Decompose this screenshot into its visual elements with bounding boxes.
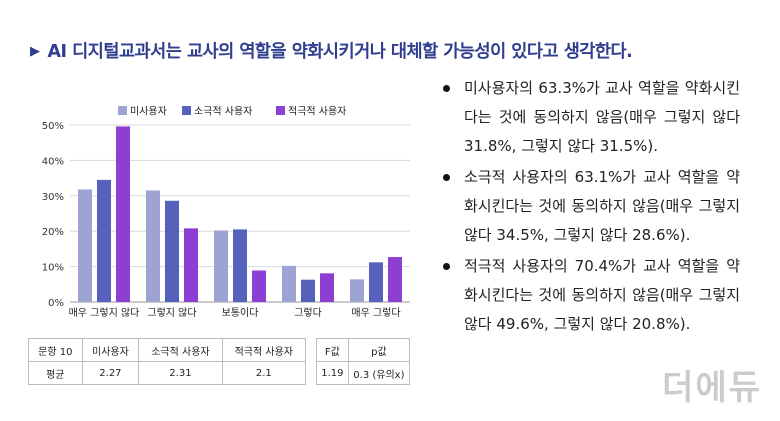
table-cell: 2.27 [81,361,140,385]
anova-table: F값 p값 1.19 0.3 (유의x) [316,338,411,385]
y-tick-label: 10% [42,263,64,274]
bar [252,270,266,302]
y-tick-label: 20% [42,227,64,238]
legend-label: 적극적 사용자 [288,106,346,118]
legend-swatch [276,106,285,115]
y-tick-label: 30% [42,192,64,203]
mean-table: 문항 10 미사용자 소극적 사용자 적극적 사용자 평균 2.27 2.31 … [28,338,307,385]
bar [184,228,198,302]
bullet-item: 적극적 사용자의 70.4%가 교사 역할을 약화시킨다는 것에 동의하지 않음… [440,252,740,339]
x-tick-label: 그렇지 않다 [147,306,196,319]
bar [78,189,92,302]
bar [369,262,383,302]
x-tick-label: 매우 그렇지 않다 [69,306,140,319]
legend-label: 소극적 사용자 [194,106,252,118]
bar [350,279,364,302]
table-cell: 0.3 (유의x) [347,361,411,385]
table-cell: 2.31 [138,361,223,385]
bar [116,126,130,302]
legend-label: 미사용자 [130,106,167,118]
bullet-text: 적극적 사용자의 70.4%가 교사 역할을 약화시킨다는 것에 동의하지 않음… [464,257,740,333]
y-tick-label: 40% [42,156,64,167]
bullet-item: 소극적 사용자의 63.1%가 교사 역할을 약화시킨다는 것에 동의하지 않음… [440,163,740,250]
table-header-row: F값 p값 [316,338,411,362]
table-cell: 2.1 [221,361,307,385]
watermark-logo: 더에듀 [662,368,762,408]
x-tick-label: 보통이다 [222,307,259,319]
table-header-cell: 소극적 사용자 [138,338,223,362]
bar [282,265,296,302]
bullet-dot-icon [443,174,450,181]
bar [320,273,334,302]
table-cell: 평균 [28,361,83,385]
table-header-cell: 미사용자 [81,338,140,362]
table-row: 1.19 0.3 (유의x) [316,361,411,385]
bar [165,200,179,302]
title-text: AI 디지털교과서는 교사의 역할을 약화시키거나 대체할 가능성이 있다고 생… [47,42,633,62]
legend-swatch [118,106,127,115]
bar [97,179,111,302]
bar [214,230,228,302]
bar-chart: 0% 10% 20% 30% 40% 50% 매우 그렇지 않다 그렇지 않다 보통이다 그렇다 매… [42,106,410,319]
bar [388,257,402,302]
page-title: ▶ AI 디지털교과서는 교사의 역할을 약화시키거나 대체할 가능성이 있다고 … [30,38,633,63]
y-tick-label: 50% [42,121,64,132]
table-cell: 1.19 [316,361,349,385]
y-tick-label: 0% [48,298,64,309]
bar [146,190,160,302]
bar [301,279,315,302]
bullet-dot-icon [443,263,450,270]
table-header-cell: p값 [347,338,411,362]
title-marker-icon: ▶ [30,44,40,59]
x-tick-label: 그렇다 [294,306,322,319]
legend-swatch [182,106,191,115]
bullet-list: 미사용자의 63.3%가 교사 역할을 약화시킨다는 것에 동의하지 않음(매우… [440,74,740,341]
table-header-cell: F값 [316,338,349,362]
bar [233,229,247,302]
table-header-row: 문항 10 미사용자 소극적 사용자 적극적 사용자 [28,338,307,362]
table-header-cell: 적극적 사용자 [221,338,307,362]
x-tick-label: 매우 그렇다 [351,306,400,319]
table-row: 평균 2.27 2.31 2.1 [28,361,307,385]
bullet-dot-icon [443,85,450,92]
bullet-text: 미사용자의 63.3%가 교사 역할을 약화시킨다는 것에 동의하지 않음(매우… [464,79,740,155]
table-header-cell: 문항 10 [28,338,83,362]
bullet-text: 소극적 사용자의 63.1%가 교사 역할을 약화시킨다는 것에 동의하지 않음… [464,168,740,244]
bullet-item: 미사용자의 63.3%가 교사 역할을 약화시킨다는 것에 동의하지 않음(매우… [440,74,740,161]
